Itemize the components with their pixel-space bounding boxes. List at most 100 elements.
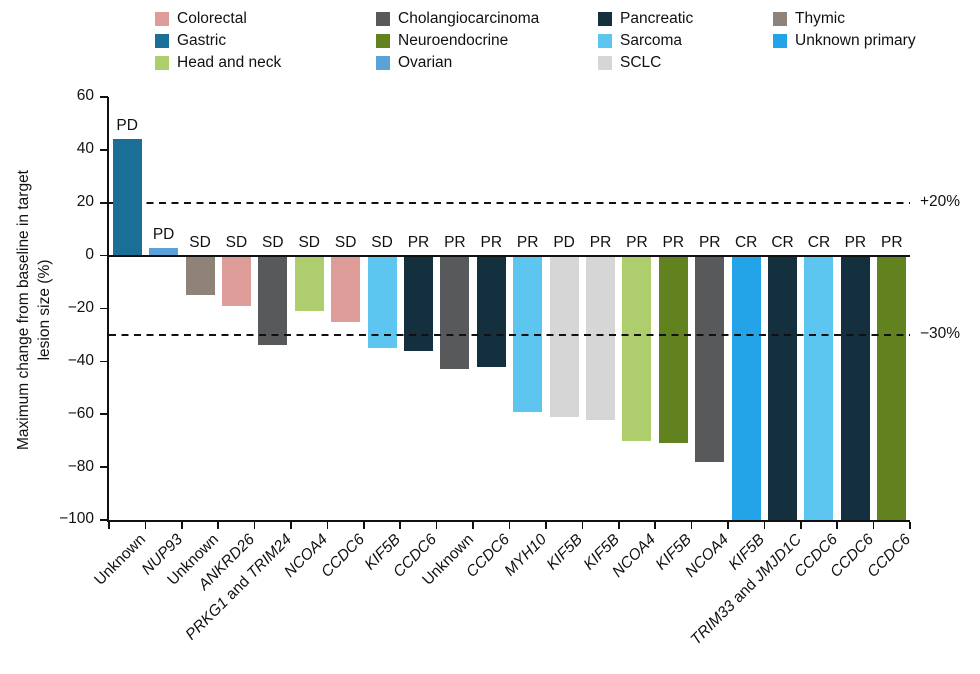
bar <box>258 255 288 346</box>
legend-swatch <box>376 12 390 26</box>
legend-item: Ovarian <box>376 52 539 74</box>
bar <box>513 255 543 412</box>
bar <box>731 255 761 520</box>
bar <box>149 247 179 256</box>
y-axis-line <box>107 97 109 520</box>
x-tick-mark <box>217 521 220 529</box>
bar <box>658 255 688 444</box>
y-tick-mark <box>99 413 108 416</box>
legend-column: Thymic Unknown primary <box>773 8 916 52</box>
threshold-line-lower <box>109 333 910 337</box>
x-tick-mark <box>290 521 292 529</box>
bar <box>768 255 798 520</box>
y-tick-mark <box>99 254 108 257</box>
bar <box>185 255 215 296</box>
response-label: PR <box>626 233 648 251</box>
legend-item: Sarcoma <box>598 30 693 52</box>
x-tick-mark <box>472 521 474 529</box>
legend-item-label: Thymic <box>795 10 845 27</box>
legend-swatch <box>155 34 169 48</box>
zero-line <box>109 254 910 257</box>
response-label: PR <box>480 233 503 251</box>
response-label: PR <box>881 233 903 251</box>
bar <box>367 255 397 349</box>
legend-item-label: Head and neck <box>177 54 282 71</box>
response-label: PD <box>553 233 575 251</box>
x-tick-mark <box>799 521 802 529</box>
legend-swatch <box>598 56 612 70</box>
legend-swatch <box>376 56 390 70</box>
bar <box>695 255 725 462</box>
response-label: SD <box>371 233 393 251</box>
threshold-label-lower: −30% <box>920 324 961 342</box>
legend-item: Colorectal <box>155 8 281 30</box>
response-label: PR <box>589 233 612 251</box>
response-label: PR <box>662 233 685 251</box>
y-tick-label: −80 <box>67 457 94 475</box>
legend-item: Head and neck <box>155 52 281 74</box>
response-label: SD <box>225 233 248 251</box>
legend-column: Cholangiocarcinoma Neuroendocrine Ovarian <box>376 8 539 74</box>
response-label: PR <box>407 233 430 251</box>
legend-item: Pancreatic <box>598 8 693 30</box>
response-label: CR <box>807 233 831 251</box>
bar <box>294 255 324 312</box>
legend-item: Neuroendocrine <box>376 30 539 52</box>
legend-item-label: Pancreatic <box>620 10 694 27</box>
legend-item-label: SCLC <box>620 54 662 71</box>
x-tick-mark <box>363 521 365 529</box>
bar <box>440 255 470 370</box>
legend-swatch <box>773 34 787 48</box>
legend-column: Pancreatic Sarcoma SCLC <box>598 8 693 74</box>
legend-item: Thymic <box>773 8 916 30</box>
response-label: CR <box>771 233 794 251</box>
y-tick-label: 20 <box>76 193 94 211</box>
bar <box>877 255 907 520</box>
response-label: PR <box>698 233 721 251</box>
x-tick-mark <box>727 521 729 529</box>
y-tick-mark <box>99 201 108 204</box>
legend-item-label: Cholangiocarcinoma <box>398 10 540 27</box>
bar <box>112 139 142 256</box>
y-tick-label: −20 <box>67 298 94 316</box>
response-label: SD <box>298 233 321 251</box>
y-tick-mark <box>99 519 108 521</box>
threshold-line-upper <box>109 201 910 204</box>
x-tick-mark <box>545 521 547 529</box>
response-label: PR <box>844 233 867 251</box>
y-tick-label: −40 <box>67 351 94 369</box>
y-tick-mark <box>99 360 108 363</box>
response-label: PR <box>516 233 539 251</box>
legend-swatch <box>376 34 390 48</box>
legend-swatch <box>155 56 169 70</box>
legend-swatch <box>155 12 169 26</box>
legend-item-label: Ovarian <box>398 54 453 71</box>
legend-item-label: Unknown primary <box>795 32 916 49</box>
x-tick-mark <box>763 521 766 529</box>
response-label: SD <box>262 233 284 251</box>
legend-item: SCLC <box>598 52 693 74</box>
legend-swatch <box>598 12 612 26</box>
legend-swatch <box>773 12 787 26</box>
legend-item-label: Sarcoma <box>620 32 683 49</box>
response-label: PD <box>152 225 175 243</box>
y-tick-mark <box>99 96 108 98</box>
legend-item-label: Neuroendocrine <box>398 32 509 49</box>
response-label: PD <box>116 117 138 135</box>
x-tick-mark <box>108 521 110 529</box>
y-tick-label: −100 <box>59 510 94 528</box>
bar <box>221 255 251 306</box>
legend-item-label: Gastric <box>177 32 227 49</box>
bar <box>586 255 616 420</box>
y-axis-title-line1: Maximum change from baseline in target <box>15 170 32 450</box>
legend-swatch <box>598 34 612 48</box>
bar <box>622 255 652 441</box>
x-axis-line <box>107 520 910 522</box>
response-label: SD <box>334 233 357 251</box>
x-tick-mark <box>690 521 693 529</box>
bar <box>804 255 834 520</box>
y-tick-label: −60 <box>67 404 94 422</box>
x-tick-mark <box>181 521 183 529</box>
bar <box>476 255 506 367</box>
